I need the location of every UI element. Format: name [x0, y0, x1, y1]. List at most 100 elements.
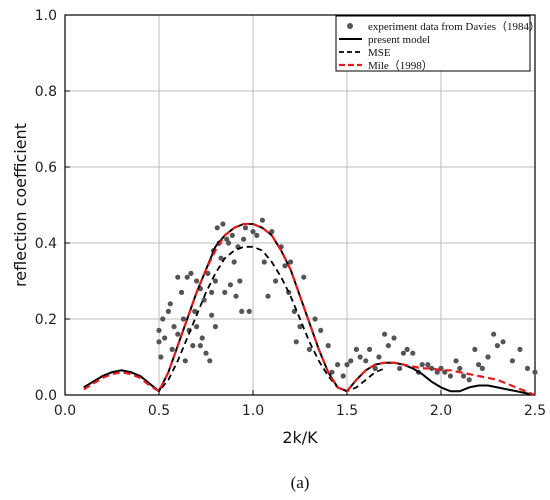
mile-line: [83, 222, 536, 397]
experiment-point: [175, 331, 181, 337]
experiment-point: [344, 362, 350, 368]
experiment-point: [237, 278, 243, 284]
experiment-point: [175, 274, 181, 280]
experiment-point: [188, 270, 194, 276]
experiment-point: [282, 263, 288, 269]
experiment-point: [207, 358, 213, 364]
axis-ticks: 0.0 0.5 1.0 1.5 2.0 2.5 0.0 0.2 0.4 0.6 0.8 1.0: [35, 8, 546, 419]
experiment-point: [182, 358, 188, 364]
experiment-point: [241, 236, 247, 242]
experiment-point: [404, 346, 410, 352]
experiment-point: [184, 274, 190, 280]
experiment-point: [335, 362, 341, 368]
experiment-point: [205, 270, 211, 276]
experiment-point: [218, 255, 224, 261]
present-model-line: [83, 223, 536, 396]
experiment-points: [156, 217, 538, 383]
experiment-point: [254, 232, 260, 238]
x-tick-label: 1.5: [336, 403, 358, 419]
experiment-point: [509, 358, 516, 364]
model-lines: [83, 222, 536, 397]
legend-label-present-model: present model: [368, 34, 430, 46]
experiment-point: [325, 343, 331, 349]
experiment-point: [466, 377, 472, 383]
experiment-point: [250, 229, 256, 235]
experiment-point: [231, 259, 237, 265]
experiment-point: [485, 354, 491, 360]
experiment-point: [225, 240, 232, 246]
experiment-point: [158, 354, 164, 360]
plot-area-frame: [64, 14, 536, 396]
experiment-point: [312, 316, 318, 322]
x-tick-label: 2.0: [430, 403, 452, 419]
experiment-point: [410, 350, 416, 356]
x-tick-label: 0.0: [54, 403, 76, 419]
experiment-point: [192, 308, 198, 314]
x-tick-label: 0.5: [148, 403, 170, 419]
experiment-point: [500, 339, 506, 345]
grid-lines: [65, 15, 535, 395]
experiment-point: [348, 358, 354, 364]
experiment-point: [259, 217, 265, 223]
experiment-point: [160, 316, 166, 322]
experiment-point: [214, 225, 220, 231]
experiment-point: [242, 225, 249, 231]
experiment-point: [180, 316, 187, 322]
experiment-point: [329, 369, 335, 375]
experiment-point: [391, 335, 397, 341]
legend-marker-experiment: [347, 23, 353, 29]
experiment-point: [385, 343, 391, 349]
experiment-point: [357, 354, 363, 360]
experiment-point: [194, 324, 200, 330]
experiment-point: [301, 274, 307, 280]
experiment-point: [197, 343, 203, 349]
experiment-point: [190, 343, 196, 349]
experiment-point: [227, 282, 234, 288]
y-tick-label: 0.8: [35, 84, 57, 100]
experiment-point: [178, 289, 185, 295]
experiment-point: [169, 346, 175, 352]
experiment-point: [457, 365, 463, 371]
experiment-point: [400, 350, 406, 356]
experiment-point: [269, 229, 275, 235]
experiment-point: [376, 354, 382, 360]
experiment-point: [419, 362, 425, 368]
x-tick-label: 2.5: [524, 403, 546, 419]
experiment-point: [209, 289, 215, 295]
experiment-point: [517, 346, 523, 352]
y-axis-label: reflection coefficient: [11, 123, 30, 287]
experiment-point: [306, 346, 312, 352]
experiment-point: [209, 312, 215, 318]
experiment-point: [220, 221, 226, 227]
experiment-point: [194, 278, 200, 284]
mse-line: [83, 245, 385, 393]
experiment-point: [272, 278, 279, 284]
experiment-point: [382, 331, 388, 337]
figure-caption: (a): [291, 473, 310, 492]
experiment-point: [239, 308, 245, 314]
experiment-point: [171, 324, 177, 330]
experiment-point: [397, 365, 403, 371]
y-tick-label: 0.6: [35, 160, 57, 176]
experiment-point: [201, 297, 207, 303]
y-tick-label: 0.0: [35, 388, 57, 404]
experiment-point: [199, 335, 205, 341]
experiment-point: [429, 365, 435, 371]
y-tick-label: 1.0: [35, 8, 57, 24]
experiment-point: [524, 365, 531, 371]
experiment-point: [288, 259, 294, 265]
experiment-point: [476, 362, 482, 368]
y-tick-label: 0.2: [35, 312, 57, 328]
experiment-point: [372, 365, 378, 371]
experiment-point: [233, 293, 239, 299]
experiment-point: [203, 350, 209, 356]
experiment-point: [491, 331, 497, 337]
experiment-point: [366, 346, 373, 352]
x-axis-label: 2k/K: [282, 428, 318, 447]
experiment-point: [261, 259, 267, 265]
y-tick-label: 0.4: [35, 236, 57, 252]
experiment-point: [167, 301, 173, 307]
experiment-point: [229, 232, 235, 238]
experiment-point: [532, 369, 538, 375]
